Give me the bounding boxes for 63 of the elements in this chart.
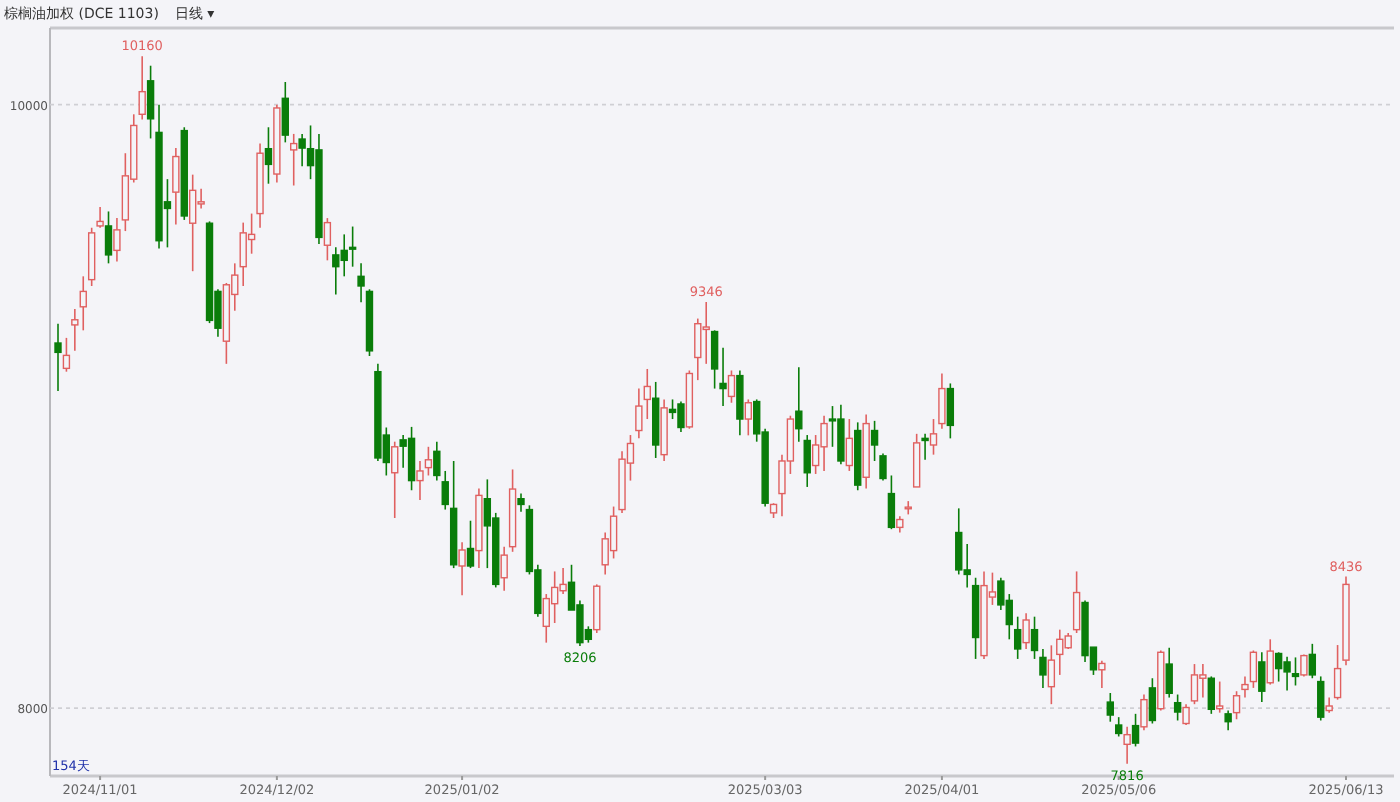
candlestick xyxy=(332,246,340,296)
candlestick xyxy=(1081,599,1089,663)
candlestick xyxy=(79,275,87,332)
candlestick xyxy=(1241,675,1249,699)
candlestick xyxy=(1106,692,1114,723)
candlestick xyxy=(719,347,727,407)
candlestick xyxy=(281,81,289,144)
candlestick xyxy=(340,233,348,278)
candlestick xyxy=(113,217,121,263)
candlestick xyxy=(155,103,163,250)
candlestick xyxy=(1325,696,1333,714)
candlestick xyxy=(458,541,466,597)
candlestick xyxy=(618,450,626,514)
candlestick xyxy=(138,55,146,121)
candlestick xyxy=(433,440,441,482)
candlestick xyxy=(1098,659,1106,689)
candlestick xyxy=(264,126,273,185)
candlestick xyxy=(904,500,912,516)
candlestick xyxy=(1157,649,1165,712)
candlestick xyxy=(803,434,811,488)
candlestick xyxy=(854,421,862,492)
candlestick xyxy=(54,322,62,392)
candlestick xyxy=(256,142,264,229)
candlestick xyxy=(1266,638,1274,686)
candlestick xyxy=(938,372,946,430)
candlestick xyxy=(239,221,247,287)
candlestick xyxy=(315,133,323,245)
candlestick xyxy=(71,308,79,352)
candlestick xyxy=(1283,656,1291,692)
candlestick xyxy=(702,301,710,365)
candlestick xyxy=(660,398,668,462)
candlestick xyxy=(795,366,803,443)
candlestick xyxy=(896,515,904,534)
candlestick xyxy=(416,460,424,501)
candlestick xyxy=(1258,651,1266,703)
candlestick xyxy=(1165,646,1173,699)
candlestick xyxy=(475,487,483,569)
candlestick xyxy=(980,570,988,660)
candlestick xyxy=(542,593,550,644)
candlestick xyxy=(694,317,702,381)
candlestick xyxy=(500,545,508,592)
candlestick xyxy=(1199,663,1207,699)
candlestick xyxy=(1022,612,1030,650)
candlestick xyxy=(1216,680,1224,714)
candlestick xyxy=(635,387,643,440)
candlestick xyxy=(820,414,828,472)
candlestick xyxy=(879,452,887,482)
candlestick xyxy=(921,433,929,461)
candlestick xyxy=(1182,703,1190,726)
candlestick xyxy=(862,413,870,490)
candlestick xyxy=(1056,628,1064,676)
candlestick xyxy=(172,147,180,226)
candlestick xyxy=(298,133,306,167)
candlestick xyxy=(593,583,601,634)
candlestick xyxy=(290,133,298,187)
candlestick xyxy=(736,369,744,437)
candlestick xyxy=(517,492,525,513)
candlestick xyxy=(1342,575,1350,667)
candlestick xyxy=(357,262,365,304)
candlestick xyxy=(1123,726,1131,765)
candlestick xyxy=(1039,648,1047,689)
candlestick xyxy=(180,126,188,221)
candlestick xyxy=(391,440,399,519)
